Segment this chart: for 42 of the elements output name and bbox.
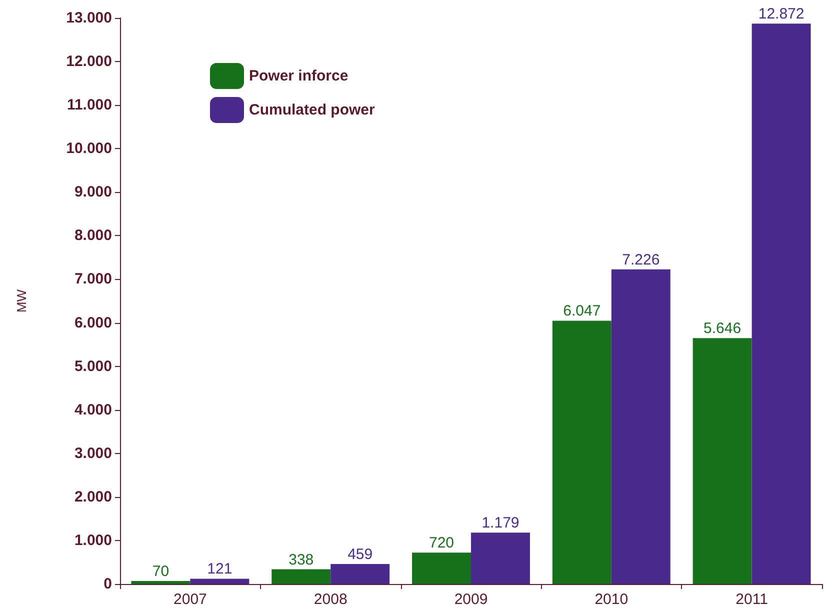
y-tick-label: 5.000	[74, 358, 112, 375]
y-tick-label: 8.000	[74, 227, 112, 244]
bar	[330, 564, 390, 584]
bar	[552, 320, 612, 584]
x-tick-label: 2009	[454, 591, 488, 608]
bar	[190, 578, 250, 584]
bar	[611, 269, 670, 584]
x-tick-label: 2007	[174, 591, 207, 608]
legend-label: Power inforce	[249, 68, 348, 84]
legend-label: Cumulated power	[249, 102, 376, 118]
x-tick-label: 2010	[594, 591, 628, 608]
bar	[131, 580, 190, 584]
y-tick-label: 11.000	[66, 96, 112, 114]
y-tick-label: 0	[104, 576, 112, 592]
data-label: 5.646	[704, 320, 742, 338]
y-tick-label: 3.000	[74, 444, 112, 462]
data-label: 459	[348, 546, 373, 564]
y-tick-label: 7.000	[74, 270, 112, 288]
y-axis-title: MW	[14, 288, 29, 313]
x-tick-label: 2008	[314, 591, 348, 608]
y-tick-label: 6.000	[74, 314, 112, 332]
bar	[412, 552, 471, 584]
data-label: 720	[429, 534, 454, 552]
data-label: 1.179	[482, 514, 520, 532]
bar	[752, 24, 811, 584]
data-label: 6.047	[563, 302, 601, 320]
bar	[692, 338, 752, 584]
data-label: 12.872	[758, 6, 804, 23]
data-label: 7.226	[622, 251, 660, 268]
y-tick-label: 12.000	[66, 53, 112, 70]
data-label: 121	[207, 560, 232, 578]
bar	[471, 532, 530, 584]
y-tick-label: 9.000	[74, 184, 112, 201]
y-tick-label: 2.000	[74, 488, 112, 506]
y-tick-label: 4.000	[74, 401, 112, 418]
y-tick-label: 1.000	[74, 532, 112, 549]
y-tick-label: 13.000	[66, 10, 112, 26]
x-tick-label: 2011	[736, 591, 768, 608]
data-label: 338	[288, 551, 314, 568]
data-label: 70	[152, 562, 170, 580]
bar	[272, 569, 331, 584]
y-tick-label: 10.000	[66, 140, 112, 158]
